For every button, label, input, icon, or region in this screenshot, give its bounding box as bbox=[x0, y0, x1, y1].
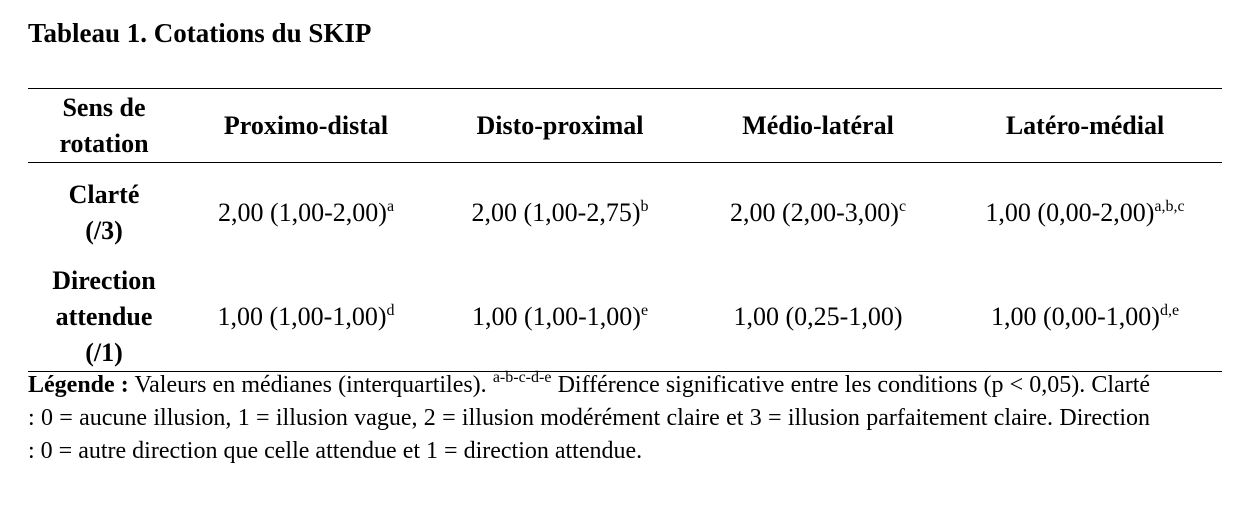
cell-superscript: d bbox=[386, 301, 395, 319]
table-cell: 1,00 (0,00-1,00)d,e bbox=[948, 263, 1222, 372]
row-label: Clarté (/3) bbox=[28, 163, 180, 263]
table-cell: 2,00 (2,00-3,00)c bbox=[688, 163, 948, 263]
row-label-line: Direction bbox=[52, 265, 156, 295]
cell-value: 1,00 (1,00-1,00) bbox=[471, 301, 641, 331]
table-cell: 1,00 (1,00-1,00)e bbox=[432, 263, 688, 372]
legend-text: Différence significative entre les condi… bbox=[28, 372, 1151, 464]
cell-superscript: e bbox=[640, 301, 649, 319]
table-cell: 1,00 (0,25-1,00) bbox=[688, 263, 948, 372]
cell-superscript: c bbox=[898, 197, 907, 215]
header-cell: Sens de rotation bbox=[59, 92, 149, 158]
header-cell: Disto-proximal bbox=[476, 110, 644, 140]
header-cell: Latéro-médial bbox=[1005, 110, 1165, 140]
table-row: Direction attendue (/1) 1,00 (1,00-1,00)d 1,… bbox=[28, 263, 1222, 372]
cell-superscript: d,e bbox=[1159, 301, 1180, 319]
header-row: Sens de rotation Proximo-distal Disto-prox… bbox=[28, 88, 1222, 163]
table-cell: 1,00 (1,00-1,00)d bbox=[180, 263, 432, 372]
cell-value: 2,00 (2,00-3,00) bbox=[729, 197, 899, 227]
cell-superscript: a bbox=[386, 197, 395, 215]
table-cell: 2,00 (1,00-2,75)b bbox=[432, 163, 688, 263]
row-label-line: attendue bbox=[55, 301, 153, 331]
cell-value: 1,00 (0,25-1,00) bbox=[733, 301, 903, 331]
cell-value: 2,00 (1,00-2,75) bbox=[471, 197, 641, 227]
table-cell: 2,00 (1,00-2,00)a bbox=[180, 163, 432, 263]
cell-value: 1,00 (1,00-1,00) bbox=[217, 301, 387, 331]
cell-superscript: a,b,c bbox=[1154, 197, 1185, 215]
cell-value: 2,00 (1,00-2,00) bbox=[217, 197, 387, 227]
row-label-line: (/3) bbox=[85, 215, 123, 245]
legend-label: Légende : bbox=[28, 372, 129, 398]
cell-value: 1,00 (0,00-1,00) bbox=[990, 301, 1160, 331]
table-cell: 1,00 (0,00-2,00)a,b,c bbox=[948, 163, 1222, 263]
legend: Légende : Valeurs en médianes (interquar… bbox=[28, 369, 1150, 468]
row-label-line: Clarté bbox=[68, 179, 140, 209]
legend-intro: Valeurs en médianes (interquartiles). bbox=[134, 372, 487, 398]
data-table: Sens de rotation Proximo-distal Disto-prox… bbox=[28, 88, 1222, 372]
table-title: Tableau 1. Cotations du SKIP bbox=[28, 18, 372, 48]
cell-value: 1,00 (0,00-2,00) bbox=[985, 197, 1155, 227]
row-label: Direction attendue (/1) bbox=[28, 263, 180, 372]
header-cell: Médio-latéral bbox=[742, 110, 894, 140]
table-row: Clarté (/3) 2,00 (1,00-2,00)a 2,00 (1,00-2,… bbox=[28, 163, 1222, 263]
header-cell: Proximo-distal bbox=[223, 110, 389, 140]
row-label-line: (/1) bbox=[85, 337, 123, 367]
cell-superscript: b bbox=[640, 197, 649, 215]
legend-sup: a-b-c-d-e bbox=[492, 369, 552, 386]
